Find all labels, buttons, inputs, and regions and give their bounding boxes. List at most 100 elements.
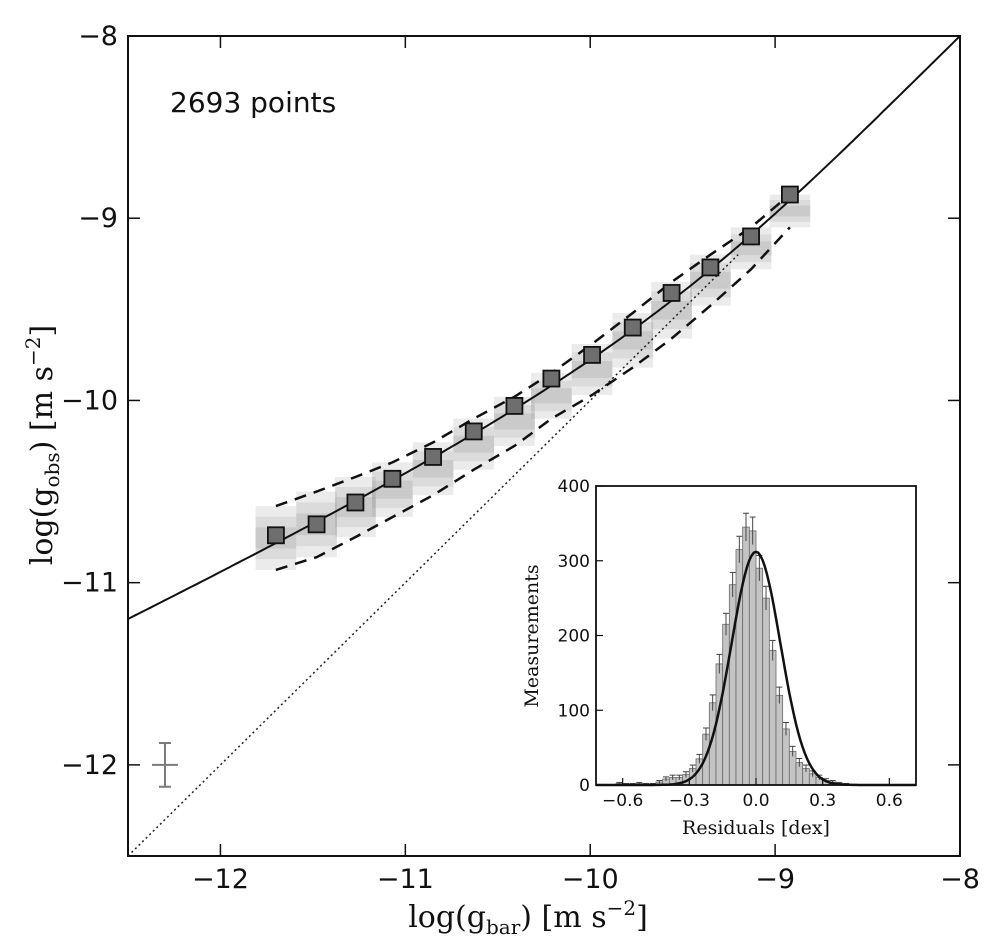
density-cell [769,210,811,217]
x-tick-label: −9 [755,864,795,895]
inset-y-tick-label: 300 [558,552,590,572]
inset-x-tick-label: −0.6 [602,791,643,811]
histogram-bar [782,728,790,786]
binned-mean-square [542,369,561,388]
inset-y-tick-label: 400 [558,477,590,497]
density-cell [412,468,454,478]
x-tick-label: −10 [562,864,619,895]
x-axis-label-main: log(g [408,900,486,935]
histogram-bar [775,694,784,786]
main-ticks: −12 −11 −10 −9 −8 −12 −11 −10 −9 −8 [61,21,980,895]
x-tick-label: −8 [940,864,980,895]
points-annotation: 2693 points [170,86,336,119]
density-cell [335,527,376,538]
y-tick-label: −8 [78,21,118,52]
density-cell [651,319,692,330]
density-cell [255,559,297,570]
scatter-upper-dashed [275,193,791,508]
inset-x-axis-label: Residuals [dex] [682,817,830,839]
density-cell [769,221,811,228]
histogram-bar [768,650,777,786]
binned-mean-square [701,258,720,277]
x-axis-label-rest: ) [m s [520,900,606,935]
histogram-bar [755,567,764,786]
density-cell [571,360,613,370]
density-cell [335,517,376,528]
binned-mean-square [383,469,402,488]
binned-mean-square [464,422,483,441]
density-cell [335,476,376,487]
x-axis-label-sub: bar [486,915,521,939]
density-cell [690,297,731,306]
density-cell [531,388,572,396]
inset-x-tick-label: −0.3 [669,791,710,811]
density-cell [531,403,572,412]
inset-y-tick-label: 100 [558,701,590,721]
inset-frame [595,485,917,786]
typical-error-bar [152,742,178,788]
y-tick-label: −11 [61,568,118,599]
density-cell [730,262,772,270]
inset-x-tick-label: 0.3 [809,791,836,811]
density-cell [255,506,297,517]
density-cell [494,413,535,422]
x-tick-label: −11 [377,864,434,895]
density-cell [335,487,376,498]
inset-histogram: −0.6 −0.3 0.0 0.3 0.6 0 100 200 300 400 Residuals… [521,477,917,839]
y-axis-label: log(gobs) [m s−2] [21,325,64,565]
density-cell [494,421,535,430]
density-cell [531,411,572,419]
y-axis-label-sub: obs [40,452,64,487]
density-cell [335,507,376,518]
x-axis-label: log(gbar) [m s−2] [408,896,648,939]
scatter-lower-dashed [275,226,791,572]
binned-mean-square [662,284,681,302]
inset-y-axis-label: Measurements [521,564,543,707]
density-cell [372,498,413,508]
density-cell [612,358,654,368]
density-cell [453,452,495,462]
binned-mean-square [307,515,326,534]
density-cell [531,395,572,404]
x-tick-label: −12 [192,864,249,895]
density-cell [571,377,613,387]
density-cell [651,329,692,339]
inset-y-tick-label: 200 [558,627,590,647]
inset-ticks: −0.6 −0.3 0.0 0.3 0.6 0 100 200 300 400 [558,477,903,811]
x-axis-label-end: ] [636,900,648,935]
histogram-bar [788,750,797,786]
binned-means [267,185,799,545]
density-cell [612,312,654,323]
density-cell [571,386,613,395]
density-cell [690,288,731,298]
density-cell [372,507,413,518]
y-tick-label: −10 [61,385,118,416]
inset-x-tick-label: 0.6 [876,791,903,811]
histogram-bar [722,623,730,786]
density-cell [612,349,654,359]
main-chart: −12 −11 −10 −9 −8 −12 −11 −10 −9 −8 2693 points l… [21,21,980,939]
density-cell [296,546,337,558]
density-cell [730,248,772,256]
inset-y-tick-label: 0 [579,776,590,796]
density-cell [453,444,495,453]
density-cell [651,310,692,320]
histogram-bar [728,584,737,786]
x-axis-label-sup: −2 [607,896,636,920]
density-cell [296,535,337,547]
main-plot-frame [127,35,961,857]
density-cell [769,205,811,211]
binned-mean-square [267,526,285,545]
density-cell [769,216,811,222]
density-cell [412,486,454,496]
inset-x-tick-label: 0.0 [742,791,769,811]
density-cell [412,477,454,487]
density-cell [612,340,654,350]
histogram-bar [762,597,770,786]
density-cell [730,255,772,263]
y-tick-label: −12 [61,750,118,781]
density-cell [571,369,613,378]
density-cell [412,442,454,452]
histogram-bar [748,530,757,786]
